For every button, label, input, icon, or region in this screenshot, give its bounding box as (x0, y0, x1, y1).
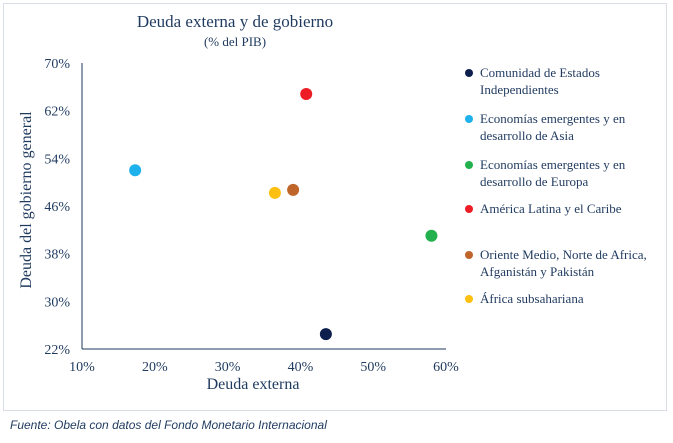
legend-item: Oriente Medio, Norte de Africa, Afganist… (465, 246, 670, 280)
x-tick-label: 50% (360, 360, 386, 375)
chart-subtitle: (% del PIB) (203, 34, 267, 49)
x-tick-label: 20% (142, 360, 168, 375)
scatter-point (300, 87, 313, 100)
scatter-point (129, 164, 142, 177)
y-tick-label: 54% (44, 152, 70, 167)
chart-frame (3, 3, 667, 411)
legend-marker (465, 205, 473, 213)
x-tick-label: 30% (215, 360, 241, 375)
legend-item: América Latina y el Caribe (465, 200, 670, 217)
y-tick-label: 22% (44, 343, 70, 358)
scatter-point (319, 328, 332, 341)
legend-marker (465, 115, 473, 123)
x-axis-label: Deuda externa (206, 376, 300, 393)
legend-label: Oriente Medio, Norte de Africa, Afganist… (480, 247, 647, 279)
legend-marker (465, 251, 473, 259)
scatter-point (268, 186, 281, 199)
scatter-point (425, 229, 438, 242)
y-tick-label: 70% (44, 57, 70, 72)
chart-title: Deuda externa y de gobierno (136, 12, 334, 31)
legend-marker (465, 161, 473, 169)
legend-marker (465, 295, 473, 303)
legend-label: Economías emergentes y en desarrollo de … (480, 111, 626, 143)
legend-marker (465, 69, 473, 77)
legend-label: África subsahariana (480, 291, 584, 306)
x-tick-label: 40% (288, 360, 314, 375)
x-tick-label: 60% (433, 360, 459, 375)
legend-item: Economías emergentes y en desarrollo de … (465, 156, 670, 190)
y-tick-label: 30% (44, 295, 70, 310)
y-tick-label: 46% (44, 200, 70, 215)
legend-item: Comunidad de Estados Independientes (465, 64, 670, 98)
legend-item: África subsahariana (465, 290, 670, 307)
x-tick-label: 10% (69, 360, 95, 375)
y-tick-label: 62% (44, 105, 70, 120)
y-axis-label: Deuda del gobierno general (18, 111, 35, 289)
legend-label: Economías emergentes y en desarrollo de … (480, 157, 626, 189)
y-tick-label: 38% (44, 248, 70, 263)
legend-label: Comunidad de Estados Independientes (480, 65, 600, 97)
scatter-point (287, 183, 300, 196)
legend-item: Economías emergentes y en desarrollo de … (465, 110, 670, 144)
legend-label: América Latina y el Caribe (480, 201, 622, 216)
source-note: Fuente: Obela con datos del Fondo Moneta… (10, 418, 327, 432)
